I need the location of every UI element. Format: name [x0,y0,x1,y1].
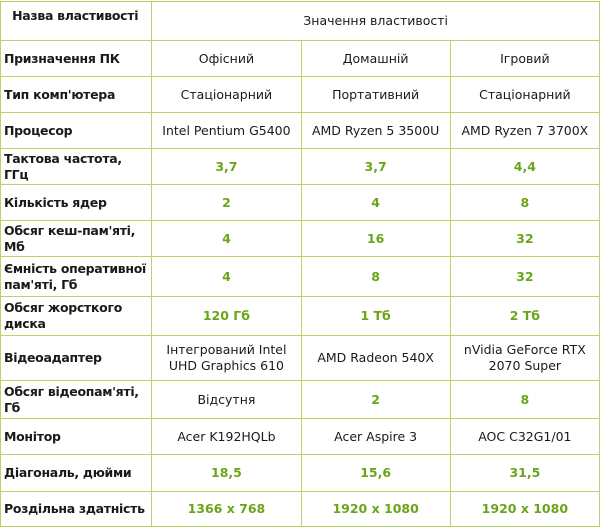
table-row: Тактова частота, ГГц 3,7 3,7 4,4 [0,148,600,185]
table-row: Обсяг кеш-пам'яті, Мб 4 16 32 [0,220,600,257]
header-row: Назва властивості Значення властивості [0,1,600,41]
table-row: Монітор Acer K192HQLb Acer Aspire 3 AOC … [0,418,600,455]
cell-gaming: 8 [449,184,600,221]
table-row: Обсяг жорсткого диска 120 Гб 1 Тб 2 Тб [0,296,600,336]
table-row: Призначення ПК Офісний Домашній Ігровий [0,40,600,77]
table-row: Діагональ, дюйми 18,5 15,6 31,5 [0,454,600,492]
cell-office: 4 [151,256,302,297]
row-label: Тактова частота, ГГц [0,148,153,185]
table-row: Відеоадаптер Інтегрований Intel UHD Grap… [0,335,600,381]
cell-office: 3,7 [151,148,302,185]
header-property-value: Значення властивості [151,1,600,41]
cell-home: 3,7 [300,148,451,185]
row-label: Монітор [0,418,153,455]
cell-gaming: 8 [449,380,600,419]
cell-office: 18,5 [151,454,302,492]
row-label: Обсяг кеш-пам'яті, Мб [0,220,153,257]
cell-home: 15,6 [300,454,451,492]
row-label: Відеоадаптер [0,335,153,381]
cell-gaming: AOC C32G1/01 [449,418,600,455]
cell-home: 8 [300,256,451,297]
cell-office: 120 Гб [151,296,302,336]
cell-gaming: 31,5 [449,454,600,492]
cell-home: 1 Тб [300,296,451,336]
cell-gaming: 4,4 [449,148,600,185]
row-label: Ємність оперативної пам'яті, Гб [0,256,153,297]
row-label: Роздільна здатність [0,491,153,527]
table-row: Ємність оперативної пам'яті, Гб 4 8 32 [0,256,600,297]
cell-office: 2 [151,184,302,221]
cell-home: 2 [300,380,451,419]
table-row: Роздільна здатність 1366 x 768 1920 x 10… [0,491,600,527]
header-property-name: Назва властивості [0,1,153,41]
cell-office: Acer K192HQLb [151,418,302,455]
row-label: Кількість ядер [0,184,153,221]
cell-gaming: 32 [449,256,600,297]
cell-gaming: nVidia GeForce RTX 2070 Super [449,335,600,381]
table-row: Кількість ядер 2 4 8 [0,184,600,221]
cell-office: Офісний [151,40,302,77]
table-row: Тип комп'ютера Стаціонарний Портативний … [0,76,600,113]
cell-office: Intel Pentium G5400 [151,112,302,149]
cell-gaming: 2 Тб [449,296,600,336]
row-label: Обсяг відеопам'яті, Гб [0,380,153,419]
cell-office: Стаціонарний [151,76,302,113]
row-label: Обсяг жорсткого диска [0,296,153,336]
table-row: Процесор Intel Pentium G5400 AMD Ryzen 5… [0,112,600,149]
table-row: Обсяг відеопам'яті, Гб Відсутня 2 8 [0,380,600,419]
cell-gaming: AMD Ryzen 7 3700X [449,112,600,149]
row-label: Діагональ, дюйми [0,454,153,492]
cell-office: 4 [151,220,302,257]
row-label: Призначення ПК [0,40,153,77]
cell-home: Acer Aspire 3 [300,418,451,455]
cell-home: Портативний [300,76,451,113]
row-label: Тип комп'ютера [0,76,153,113]
cell-home: 16 [300,220,451,257]
cell-gaming: Ігровий [449,40,600,77]
cell-home: AMD Ryzen 5 3500U [300,112,451,149]
cell-gaming: 1920 x 1080 [449,491,600,527]
cell-home: 1920 x 1080 [300,491,451,527]
cell-office: Інтегрований Intel UHD Graphics 610 [151,335,302,381]
cell-home: Домашній [300,40,451,77]
cell-office: 1366 x 768 [151,491,302,527]
cell-home: AMD Radeon 540X [300,335,451,381]
cell-office: Відсутня [151,380,302,419]
cell-home: 4 [300,184,451,221]
cell-gaming: 32 [449,220,600,257]
cell-gaming: Стаціонарний [449,76,600,113]
row-label: Процесор [0,112,153,149]
